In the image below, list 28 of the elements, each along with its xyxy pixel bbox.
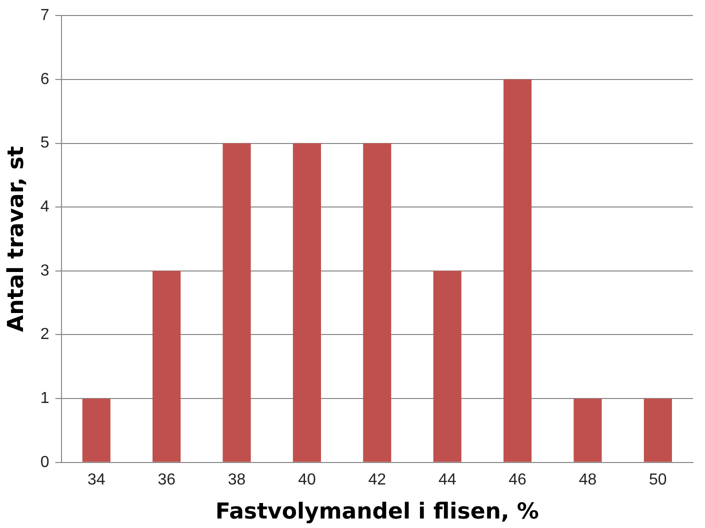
y-tick-label: 2 (40, 326, 50, 344)
y-tick-label: 5 (40, 134, 50, 152)
x-tick-label: 36 (158, 471, 176, 488)
x-axis-title: Fastvolymandel i flisen, % (215, 500, 539, 525)
bar (222, 143, 251, 462)
bar (363, 143, 392, 462)
bar (152, 270, 181, 462)
bar (644, 398, 672, 462)
y-tick-label: 0 (40, 454, 50, 471)
bar (574, 398, 602, 462)
x-tick-label: 48 (578, 471, 597, 488)
y-tick-label: 3 (40, 262, 50, 280)
x-tick-label: 40 (298, 471, 316, 488)
x-tick-label: 34 (87, 471, 106, 488)
bar (82, 398, 110, 462)
x-tick-label: 50 (649, 471, 667, 488)
y-tick-label: 1 (40, 390, 50, 407)
bar (292, 143, 321, 462)
y-tick-label: 7 (40, 7, 50, 24)
bar (433, 270, 462, 462)
y-axis-title: Antal travar, st (4, 146, 29, 332)
y-tick-label: 6 (40, 70, 50, 88)
x-tick-label: 38 (228, 471, 246, 488)
bar (503, 79, 532, 462)
y-tick-label: 4 (40, 198, 50, 216)
x-tick-label: 44 (438, 471, 456, 488)
x-tick-label: 42 (368, 471, 386, 488)
x-tick-label: 46 (508, 471, 527, 488)
